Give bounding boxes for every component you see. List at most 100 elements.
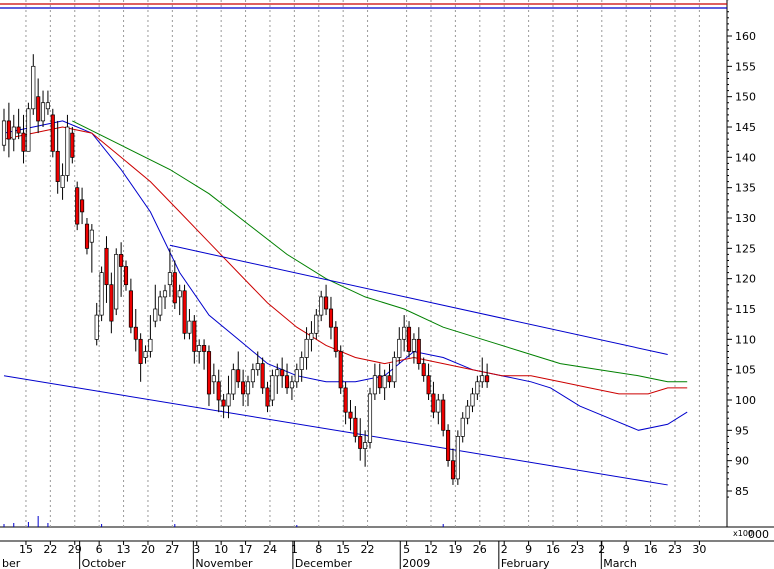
y-tick-label: 90 [735, 455, 749, 468]
candle-body-down [343, 387, 348, 413]
candle-body-down [284, 375, 290, 389]
candle [324, 284, 329, 316]
candle [31, 54, 36, 115]
candle [460, 412, 465, 443]
candle-body-down [358, 436, 363, 449]
candle-body-down [441, 399, 446, 431]
candle [231, 363, 236, 400]
candle [65, 114, 70, 182]
month-label: February [501, 557, 550, 569]
candle-body-up [187, 320, 192, 334]
x-tick-label: 24 [263, 543, 277, 556]
candle-body-up [89, 229, 94, 243]
candle [260, 357, 265, 394]
candle-body-up [211, 375, 216, 383]
y-tick-label: 85 [735, 485, 749, 498]
candle [206, 345, 212, 407]
candle-body-down [450, 460, 456, 480]
candle-body-up [455, 436, 460, 480]
candle [211, 363, 216, 394]
candle-body-up [372, 375, 377, 395]
y-tick-label: 125 [735, 242, 756, 255]
candle-body-down [75, 187, 80, 225]
candle-body-down [265, 387, 270, 407]
candlestick-series [1, 54, 490, 485]
candle-body-up [465, 405, 470, 419]
candle [441, 393, 446, 437]
candle [162, 284, 168, 309]
y-tick-label: 105 [735, 364, 756, 377]
x-tick-label: 13 [117, 543, 131, 556]
candle [109, 272, 114, 334]
candle [177, 284, 182, 316]
candle-body-down [133, 326, 138, 340]
candle [421, 357, 426, 382]
candle-body-up [177, 290, 182, 298]
candle-body-down [182, 290, 187, 334]
candle [16, 108, 21, 140]
candle-body-up [143, 351, 148, 358]
month-label: ber [2, 557, 21, 569]
candle [338, 345, 343, 394]
candle-body-up [197, 345, 202, 352]
candle-body-up [392, 357, 397, 383]
x-tick-label: 9 [623, 543, 630, 556]
candle [465, 400, 470, 425]
candle-body-up [60, 175, 65, 188]
candle-body-up [411, 338, 416, 352]
candle [216, 369, 221, 413]
candle [70, 127, 75, 164]
candle [275, 363, 280, 394]
month-label: December [295, 557, 353, 569]
x-tick-label: 22 [43, 543, 57, 556]
candle [475, 375, 480, 400]
y-tick-label: 150 [735, 91, 756, 104]
candle-body-up [162, 290, 168, 298]
candle [363, 430, 368, 467]
candle [99, 266, 104, 322]
candle [289, 375, 294, 400]
candle-body-down [406, 326, 412, 352]
candle [455, 430, 460, 485]
candle [377, 363, 382, 394]
candle-body-down [206, 351, 212, 395]
x-tick-label: 5 [403, 543, 410, 556]
candle [319, 290, 324, 322]
candle [255, 351, 260, 376]
candle-body-down [109, 284, 114, 322]
candle-body-up [436, 399, 441, 413]
y-tick-label: 115 [735, 303, 756, 316]
candle [304, 327, 309, 370]
candle-body-up [397, 338, 402, 358]
candle-body-down [84, 223, 90, 249]
candle [416, 327, 421, 370]
y-tick-label: 120 [735, 273, 756, 286]
candle-body-down [426, 375, 431, 395]
x-tick-label: 17 [239, 543, 253, 556]
candle-body-up [382, 375, 387, 389]
candle [202, 339, 207, 370]
candle [143, 345, 148, 364]
candle [406, 321, 412, 358]
candle [75, 181, 80, 231]
candle-body-up [250, 369, 255, 383]
candle-body-down [119, 254, 124, 267]
candle-body-up [309, 332, 314, 340]
candle [343, 381, 348, 425]
candle-body-down [260, 363, 265, 389]
y-tick-label: 145 [735, 121, 756, 134]
candle [84, 218, 90, 255]
candle-body-up [226, 393, 231, 407]
vertical-gridlines [0, 0, 774, 542]
candle-body-up [460, 417, 465, 437]
candle [236, 351, 241, 388]
candle-body-up [363, 442, 368, 449]
candle [392, 351, 397, 388]
candle-body-down [50, 114, 55, 152]
candle [450, 448, 456, 485]
top-reference-lines [0, 3, 727, 9]
candle [55, 120, 60, 194]
candle [284, 363, 290, 394]
candle [328, 296, 334, 340]
